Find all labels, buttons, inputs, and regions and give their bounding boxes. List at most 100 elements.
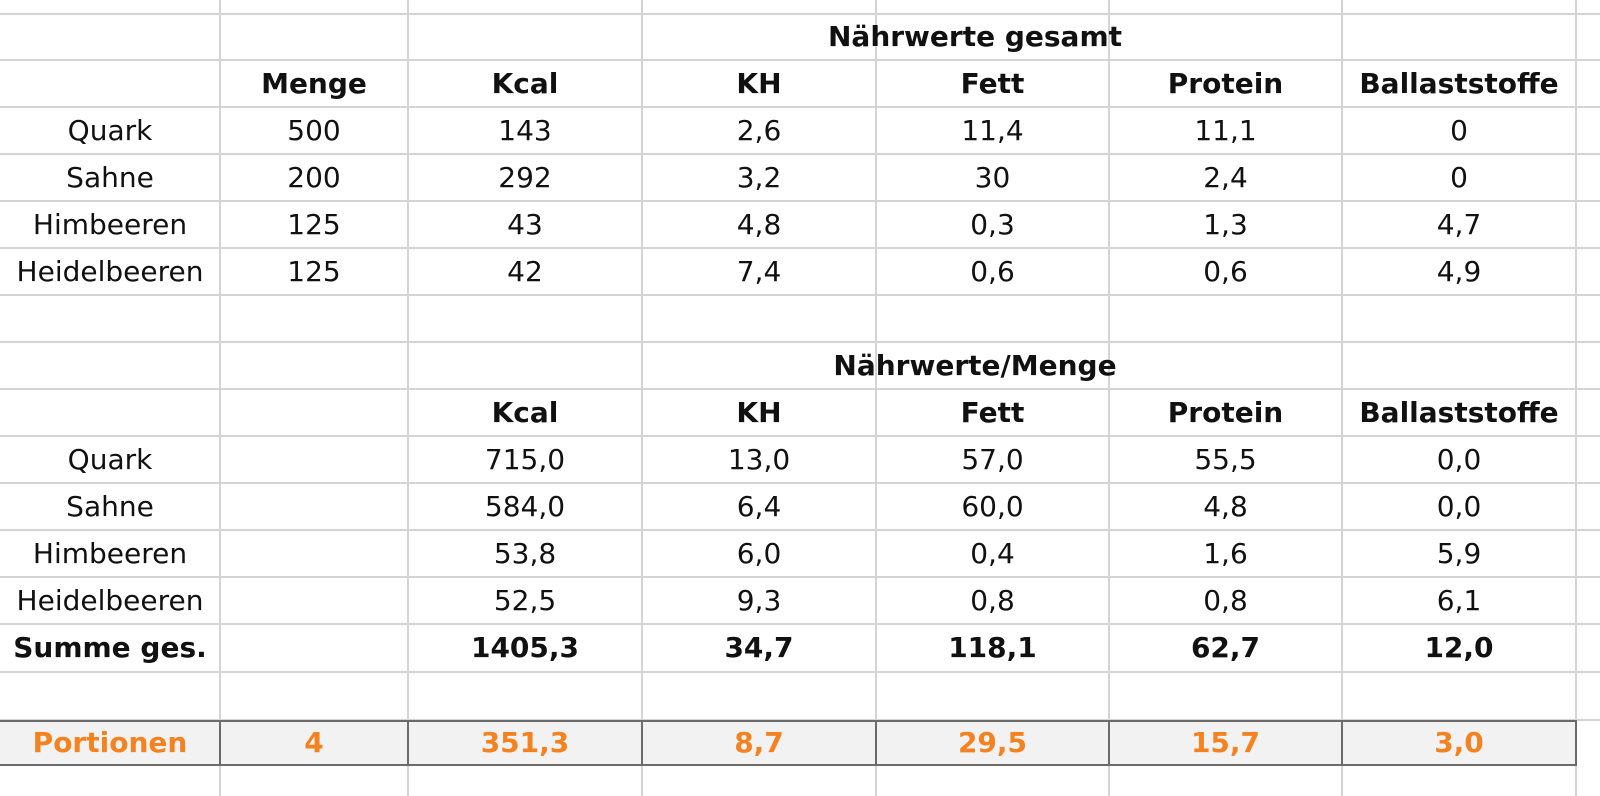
total-row-label[interactable]: Summe ges.: [13, 631, 207, 664]
row-label[interactable]: Himbeeren: [32, 208, 188, 241]
total-cell[interactable]: 62,7: [1190, 631, 1261, 664]
data-cell[interactable]: 4,7: [1436, 208, 1482, 241]
data-cell[interactable]: 143: [498, 114, 552, 147]
portions-count[interactable]: 4: [304, 726, 324, 759]
data-cell[interactable]: 0,0: [1436, 443, 1482, 476]
portions-cell[interactable]: 8,7: [734, 726, 784, 759]
data-cell[interactable]: 0,8: [970, 584, 1015, 617]
column-header[interactable]: Ballaststoffe: [1359, 396, 1559, 429]
data-cell[interactable]: 715,0: [484, 443, 566, 476]
column-header[interactable]: Protein: [1167, 396, 1284, 429]
portions-cell[interactable]: 29,5: [957, 726, 1028, 759]
row-label[interactable]: Quark: [67, 114, 153, 147]
data-cell[interactable]: 60,0: [961, 490, 1024, 523]
data-cell[interactable]: 2,4: [1203, 161, 1248, 194]
data-cell[interactable]: 11,1: [1194, 114, 1257, 147]
portions-band-separator: [219, 720, 221, 766]
column-header[interactable]: Fett: [960, 67, 1025, 100]
column-header[interactable]: KH: [736, 396, 782, 429]
data-cell[interactable]: 11,4: [961, 114, 1024, 147]
data-cell[interactable]: 30: [974, 161, 1011, 194]
data-cell[interactable]: 5,9: [1436, 537, 1482, 570]
data-cell[interactable]: 125: [287, 255, 341, 288]
column-gridline: [219, 0, 221, 796]
column-gridline: [1108, 0, 1110, 796]
data-cell[interactable]: 500: [287, 114, 341, 147]
section-title-per-amount[interactable]: Nährwerte/Menge: [833, 349, 1117, 382]
column-gridline: [1575, 0, 1577, 796]
data-cell[interactable]: 0: [1450, 114, 1468, 147]
portions-row-band: [0, 720, 1576, 766]
data-cell[interactable]: 6,4: [736, 490, 782, 523]
portions-cell[interactable]: 3,0: [1434, 726, 1484, 759]
total-cell[interactable]: 12,0: [1424, 631, 1494, 664]
data-cell[interactable]: 1,3: [1203, 208, 1248, 241]
column-header[interactable]: Protein: [1167, 67, 1284, 100]
row-gridline: [0, 671, 1600, 673]
data-cell[interactable]: 42: [507, 255, 543, 288]
row-label[interactable]: Heidelbeeren: [16, 255, 204, 288]
data-cell[interactable]: 584,0: [484, 490, 566, 523]
data-cell[interactable]: 43: [507, 208, 543, 241]
row-gridline: [0, 576, 1600, 578]
data-cell[interactable]: 0,0: [1436, 490, 1482, 523]
row-label[interactable]: Quark: [67, 443, 153, 476]
data-cell[interactable]: 53,8: [493, 537, 557, 570]
portions-band-separator: [407, 720, 409, 766]
total-cell[interactable]: 118,1: [948, 631, 1037, 664]
row-gridline: [0, 59, 1600, 61]
column-header[interactable]: Fett: [960, 396, 1025, 429]
row-gridline: [0, 529, 1600, 531]
row-gridline: [0, 13, 1600, 15]
data-cell[interactable]: 2,6: [736, 114, 782, 147]
data-cell[interactable]: 13,0: [727, 443, 791, 476]
data-cell[interactable]: 6,0: [736, 537, 782, 570]
portions-band-separator: [1341, 720, 1343, 766]
data-cell[interactable]: 0: [1450, 161, 1468, 194]
data-cell[interactable]: 1,6: [1203, 537, 1248, 570]
column-header[interactable]: Ballaststoffe: [1359, 67, 1559, 100]
portions-label[interactable]: Portionen: [32, 726, 188, 759]
column-header[interactable]: Kcal: [491, 396, 559, 429]
column-gridline: [641, 0, 643, 796]
data-cell[interactable]: 55,5: [1194, 443, 1257, 476]
total-cell[interactable]: 34,7: [724, 631, 794, 664]
column-header[interactable]: Kcal: [491, 67, 559, 100]
row-gridline: [0, 435, 1600, 437]
column-gridline: [1341, 0, 1343, 796]
row-label[interactable]: Himbeeren: [32, 537, 188, 570]
portions-cell[interactable]: 351,3: [480, 726, 570, 759]
row-gridline: [0, 247, 1600, 249]
column-header[interactable]: KH: [736, 67, 782, 100]
section-title-totals[interactable]: Nährwerte gesamt: [827, 20, 1122, 53]
portions-band-separator: [1575, 720, 1577, 766]
data-cell[interactable]: 292: [498, 161, 552, 194]
data-cell[interactable]: 0,6: [970, 255, 1015, 288]
row-label[interactable]: Sahne: [66, 161, 154, 194]
column-header[interactable]: Menge: [261, 67, 367, 100]
data-cell[interactable]: 9,3: [736, 584, 782, 617]
data-cell[interactable]: 7,4: [736, 255, 782, 288]
row-label[interactable]: Heidelbeeren: [16, 584, 204, 617]
data-cell[interactable]: 4,8: [1203, 490, 1248, 523]
row-gridline: [0, 294, 1600, 296]
data-cell[interactable]: 0,8: [1203, 584, 1248, 617]
data-cell[interactable]: 0,3: [970, 208, 1015, 241]
portions-cell[interactable]: 15,7: [1190, 726, 1261, 759]
data-cell[interactable]: 0,6: [1203, 255, 1248, 288]
data-cell[interactable]: 6,1: [1436, 584, 1482, 617]
row-gridline: [0, 341, 1600, 343]
data-cell[interactable]: 4,8: [736, 208, 782, 241]
row-gridline: [0, 106, 1600, 108]
data-cell[interactable]: 52,5: [493, 584, 557, 617]
data-cell[interactable]: 3,2: [736, 161, 782, 194]
data-cell[interactable]: 4,9: [1436, 255, 1482, 288]
data-cell[interactable]: 125: [287, 208, 341, 241]
data-cell[interactable]: 200: [287, 161, 341, 194]
data-cell[interactable]: 57,0: [961, 443, 1024, 476]
total-cell[interactable]: 1405,3: [470, 631, 580, 664]
data-cell[interactable]: 0,4: [970, 537, 1015, 570]
row-label[interactable]: Sahne: [66, 490, 154, 523]
portions-band-separator: [1108, 720, 1110, 766]
